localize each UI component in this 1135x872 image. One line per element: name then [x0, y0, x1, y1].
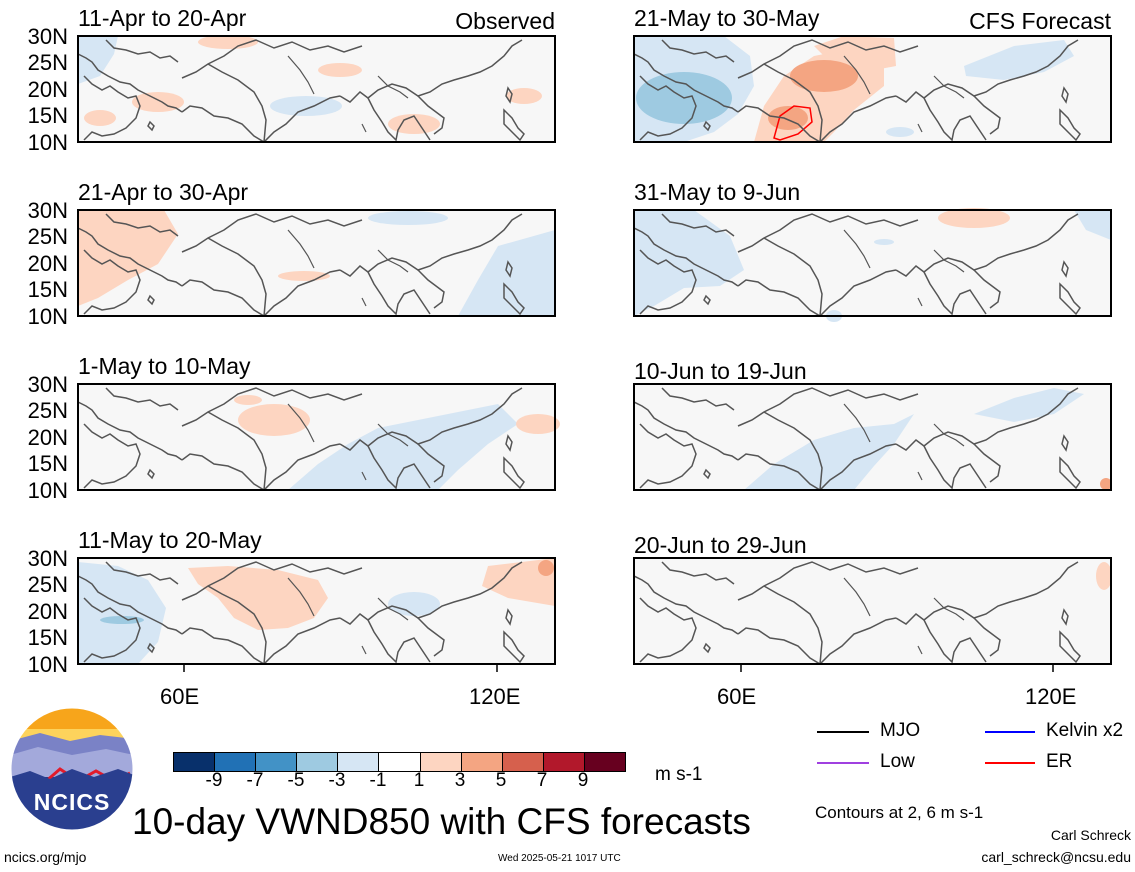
panel-title-2: 21-Apr to 30-Apr: [78, 179, 249, 205]
lat-label: 25N: [27, 572, 68, 597]
panel-title-6: 31-May to 9-Jun: [634, 179, 801, 205]
colorbar-swatch: [174, 753, 215, 771]
lon-label-left-60e: 60E: [160, 684, 200, 709]
colorbar-tick-label: -3: [328, 770, 346, 791]
lat-label: 15N: [27, 277, 68, 302]
lat-label: 10N: [27, 478, 68, 503]
panel-title-5: 21-May to 30-May: [634, 5, 820, 31]
panel-title-8: 20-Jun to 29-Jun: [634, 532, 807, 558]
lat-label: 20N: [27, 599, 68, 624]
legend-line-mjo: [817, 731, 869, 733]
colorbar-swatch: [460, 753, 502, 771]
panel-title-4: 11-May to 20-May: [78, 527, 262, 553]
colorbar-swatch: [337, 753, 379, 771]
map-panel-5: [633, 35, 1112, 143]
panel-tag-forecast: CFS Forecast: [969, 8, 1111, 34]
colorbar-swatch: [296, 753, 338, 771]
ncics-logo: NCICS: [10, 707, 134, 831]
lat-label: 20N: [27, 77, 68, 102]
footer-timestamp: Wed 2025-05-21 1017 UTC: [498, 853, 621, 864]
colorbar-swatch: [378, 753, 420, 771]
lat-label: 30N: [27, 372, 68, 397]
colorbar-tick-label: 3: [454, 770, 466, 791]
legend-label-kelvin: Kelvin x2: [1046, 720, 1124, 741]
lat-label: 15N: [27, 625, 68, 650]
logo-text: NCICS: [33, 789, 111, 815]
lat-label: 30N: [27, 198, 68, 223]
panel-title-3: 1-May to 10-May: [78, 353, 251, 379]
map-panel-4: [77, 557, 556, 665]
lat-label: 25N: [27, 398, 68, 423]
panel-title-7: 10-Jun to 19-Jun: [634, 358, 807, 384]
map-panel-6: [633, 208, 1112, 322]
lon-label-left-120e: 120E: [469, 684, 521, 709]
main-title: 10-day VWND850 with CFS forecasts: [132, 801, 751, 842]
colorbar-swatch: [583, 753, 626, 771]
map-panel-7: [633, 383, 1112, 491]
legend-line-kelvin: [985, 731, 1035, 733]
panel-title-1: 11-Apr to 20-Apr: [78, 5, 247, 31]
lat-label: 10N: [27, 130, 68, 155]
colorbar-tick-label: -7: [246, 770, 264, 791]
lon-label-right-60e: 60E: [717, 684, 757, 709]
logo-image: [10, 707, 134, 831]
lat-label: 10N: [27, 652, 68, 677]
panel-tag-observed: Observed: [455, 8, 555, 34]
map-panel-2: [77, 209, 556, 317]
colorbar-tick-label: -1: [369, 770, 387, 791]
colorbar-swatch: [419, 753, 461, 771]
legend-label-er: ER: [1046, 751, 1073, 772]
colorbar-tick-label: 7: [536, 770, 548, 791]
lat-label: 25N: [27, 224, 68, 249]
colorbar-tick-label: -9: [205, 770, 223, 791]
contours-note: Contours at 2, 6 m s-1: [815, 803, 984, 822]
legend-label-low: Low: [880, 751, 915, 772]
footer-url[interactable]: ncics.org/mjo: [4, 849, 87, 865]
map-panels: [77, 35, 1112, 672]
colorbar-tick-label: -5: [287, 770, 305, 791]
map-panel-1: [77, 35, 556, 143]
footer-email[interactable]: carl_schreck@ncsu.edu: [981, 849, 1131, 865]
colorbar-swatch: [214, 753, 256, 771]
map-panel-8: [633, 557, 1112, 665]
colorbar: [173, 752, 626, 772]
lat-label: 30N: [27, 546, 68, 571]
lon-label-right-120e: 120E: [1025, 684, 1077, 709]
lat-label: 20N: [27, 425, 68, 450]
colorbar-swatch: [542, 753, 584, 771]
footer-author: Carl Schreck: [1050, 827, 1131, 843]
legend-line-er: [985, 762, 1035, 764]
colorbar-tick-label: 5: [495, 770, 507, 791]
colorbar-swatch: [501, 753, 543, 771]
legend-line-low: [817, 762, 869, 764]
lon-ticks: [183, 664, 1054, 672]
lat-label: 10N: [27, 304, 68, 329]
colorbar-tick-label: 9: [577, 770, 589, 791]
colorbar-tick-label: 1: [413, 770, 425, 791]
lat-label: 15N: [27, 103, 68, 128]
lat-label: 20N: [27, 251, 68, 276]
lat-label: 15N: [27, 451, 68, 476]
legend-label-mjo: MJO: [880, 720, 921, 741]
colorbar-boxes: [173, 752, 626, 772]
map-panel-3: [77, 383, 560, 491]
colorbar-swatch: [255, 753, 297, 771]
lat-label: 25N: [27, 50, 68, 75]
lat-label: 30N: [27, 24, 68, 49]
colorbar-units: m s-1: [655, 764, 703, 785]
